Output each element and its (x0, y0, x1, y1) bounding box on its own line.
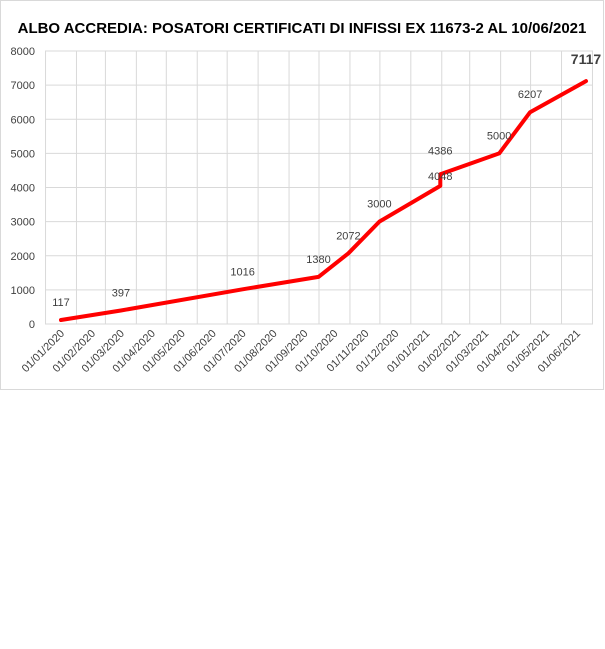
data-label: 3000 (367, 199, 391, 211)
data-label: 7117 (571, 51, 602, 67)
series-line (59, 79, 588, 322)
data-label: 1380 (306, 254, 330, 266)
y-tick-label: 3000 (11, 217, 35, 229)
data-point (377, 220, 381, 224)
data-label: 397 (112, 287, 130, 299)
chart-title: ALBO ACCREDIA: POSATORI CERTIFICATI DI I… (18, 20, 587, 37)
data-point (438, 172, 442, 176)
line-chart: ALBO ACCREDIA: POSATORI CERTIFICATI DI I… (11, 20, 602, 375)
data-point (497, 151, 501, 155)
data-point (528, 110, 532, 114)
data-point (438, 184, 442, 188)
y-tick-label: 2000 (11, 251, 35, 263)
data-label: 2072 (336, 230, 360, 242)
y-tick-label: 5000 (11, 148, 35, 160)
data-label: 5000 (487, 130, 511, 142)
data-point (346, 251, 350, 255)
data-point (317, 275, 321, 279)
data-point (584, 79, 588, 83)
y-tick-label: 1000 (11, 285, 35, 297)
y-tick-label: 8000 (11, 46, 35, 58)
y-tick-label: 6000 (11, 114, 35, 126)
data-point (241, 287, 245, 291)
y-tick-label: 4000 (11, 183, 35, 195)
data-label: 4048 (428, 171, 452, 183)
chart-frame: ALBO ACCREDIA: POSATORI CERTIFICATI DI I… (0, 0, 604, 390)
y-tick-label: 0 (29, 319, 35, 331)
data-label: 117 (52, 297, 70, 309)
data-label: 4386 (428, 145, 452, 157)
data-point (119, 308, 123, 312)
y-tick-label: 7000 (11, 80, 35, 92)
data-label: 1016 (230, 266, 254, 278)
data-label: 6207 (518, 89, 542, 101)
data-point (59, 318, 63, 322)
